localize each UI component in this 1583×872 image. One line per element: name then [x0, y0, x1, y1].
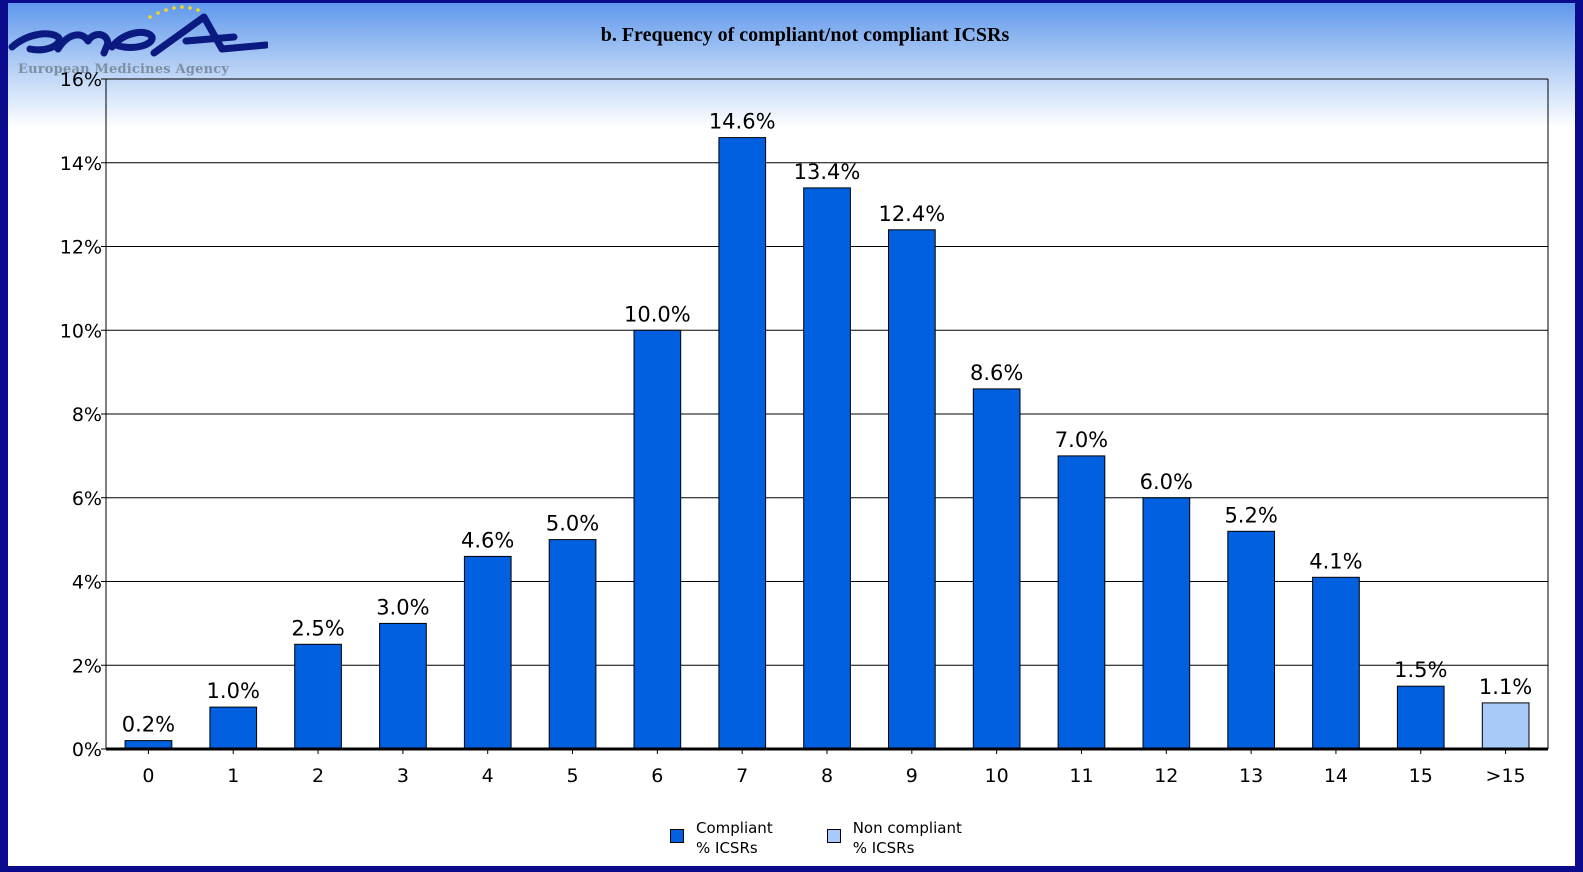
bar-value-label: 7.0% — [1055, 428, 1108, 452]
legend-label: Compliant % ICSRs — [696, 818, 773, 858]
legend-label: Non compliant % ICSRs — [853, 818, 962, 858]
bar — [1227, 530, 1276, 750]
x-tick-label: 15 — [1409, 765, 1433, 787]
bar — [1396, 685, 1445, 750]
bar — [1142, 497, 1191, 750]
legend-label-line: Compliant — [696, 819, 773, 837]
x-tick-label: 8 — [821, 765, 833, 787]
bar-value-label: 1.0% — [207, 679, 260, 703]
x-tick-label: 7 — [736, 765, 748, 787]
bar — [972, 388, 1021, 750]
bar-value-label: 0.2% — [122, 713, 175, 737]
legend-swatch — [826, 829, 841, 843]
x-tick-label: 5 — [566, 765, 578, 787]
bar — [633, 329, 682, 750]
bar — [1312, 576, 1360, 750]
bar-value-label: 13.4% — [794, 160, 861, 184]
eu-stars-icon — [148, 5, 200, 19]
bar — [718, 137, 767, 750]
x-tick-label: 6 — [651, 765, 663, 787]
emea-logo-swoosh — [8, 13, 268, 57]
y-tick-label: 14% — [60, 153, 102, 175]
bar — [548, 539, 597, 750]
x-tick-label: 12 — [1154, 765, 1178, 787]
x-tick-label: 0 — [142, 765, 154, 787]
bar-value-label: 14.6% — [709, 110, 776, 134]
bar — [1057, 455, 1106, 750]
legend-item-compliant: Compliant % ICSRs — [670, 818, 773, 864]
bar-value-label: 4.6% — [461, 528, 514, 552]
bar-value-label: 1.1% — [1479, 675, 1532, 699]
bar-value-label: 8.6% — [970, 361, 1023, 385]
logo-caption: European Medicines Agency — [18, 62, 230, 77]
x-tick-label: 11 — [1069, 765, 1093, 787]
bar — [888, 229, 936, 750]
bar-value-label: 5.2% — [1224, 503, 1277, 527]
bar — [803, 187, 851, 750]
bar — [463, 555, 512, 750]
x-tick-label: 1 — [227, 765, 239, 787]
bar-value-label: 2.5% — [291, 616, 344, 640]
bar-value-label: 6.0% — [1140, 470, 1193, 494]
y-tick-label: 6% — [72, 488, 102, 510]
x-tick-label: 14 — [1324, 765, 1348, 787]
x-tick-label: 4 — [482, 765, 494, 787]
y-tick-label: 16% — [60, 69, 102, 91]
emea-logo — [8, 5, 268, 57]
y-tick-label: 8% — [72, 404, 102, 426]
legend-swatch — [670, 829, 684, 843]
y-tick-label: 4% — [72, 572, 102, 594]
x-tick-label: 10 — [985, 765, 1009, 787]
legend-label-line: % ICSRs — [852, 839, 915, 857]
y-tick-label: 10% — [60, 320, 102, 342]
bar — [209, 706, 258, 750]
x-tick-label: 2 — [312, 765, 324, 787]
bar — [379, 622, 427, 750]
legend-item-non-compliant: Non compliant % ICSRs — [826, 818, 962, 864]
bar-value-label: 12.4% — [878, 202, 945, 226]
y-tick-label: 0% — [72, 739, 102, 761]
bar-value-label: 4.1% — [1309, 549, 1362, 573]
bar — [1481, 702, 1530, 750]
x-tick-label: 13 — [1239, 765, 1263, 787]
x-tick-label: >15 — [1486, 765, 1526, 787]
bar-value-label: 1.5% — [1394, 658, 1447, 682]
bar-value-label: 10.0% — [624, 302, 691, 326]
y-tick-label: 12% — [60, 237, 102, 259]
bar — [294, 643, 342, 750]
legend-label-line: Non compliant — [852, 819, 962, 837]
bar-value-label: 3.0% — [376, 595, 429, 619]
x-tick-label: 9 — [906, 765, 918, 787]
legend-label-line: % ICSRs — [696, 839, 758, 857]
bar-value-label: 5.0% — [546, 512, 599, 536]
chart-legend: Compliant % ICSRs Non compliant % ICSRs — [670, 818, 962, 864]
chart-title: b. Frequency of compliant/not compliant … — [600, 24, 1010, 46]
x-tick-label: 3 — [397, 765, 409, 787]
y-tick-label: 2% — [72, 655, 102, 677]
